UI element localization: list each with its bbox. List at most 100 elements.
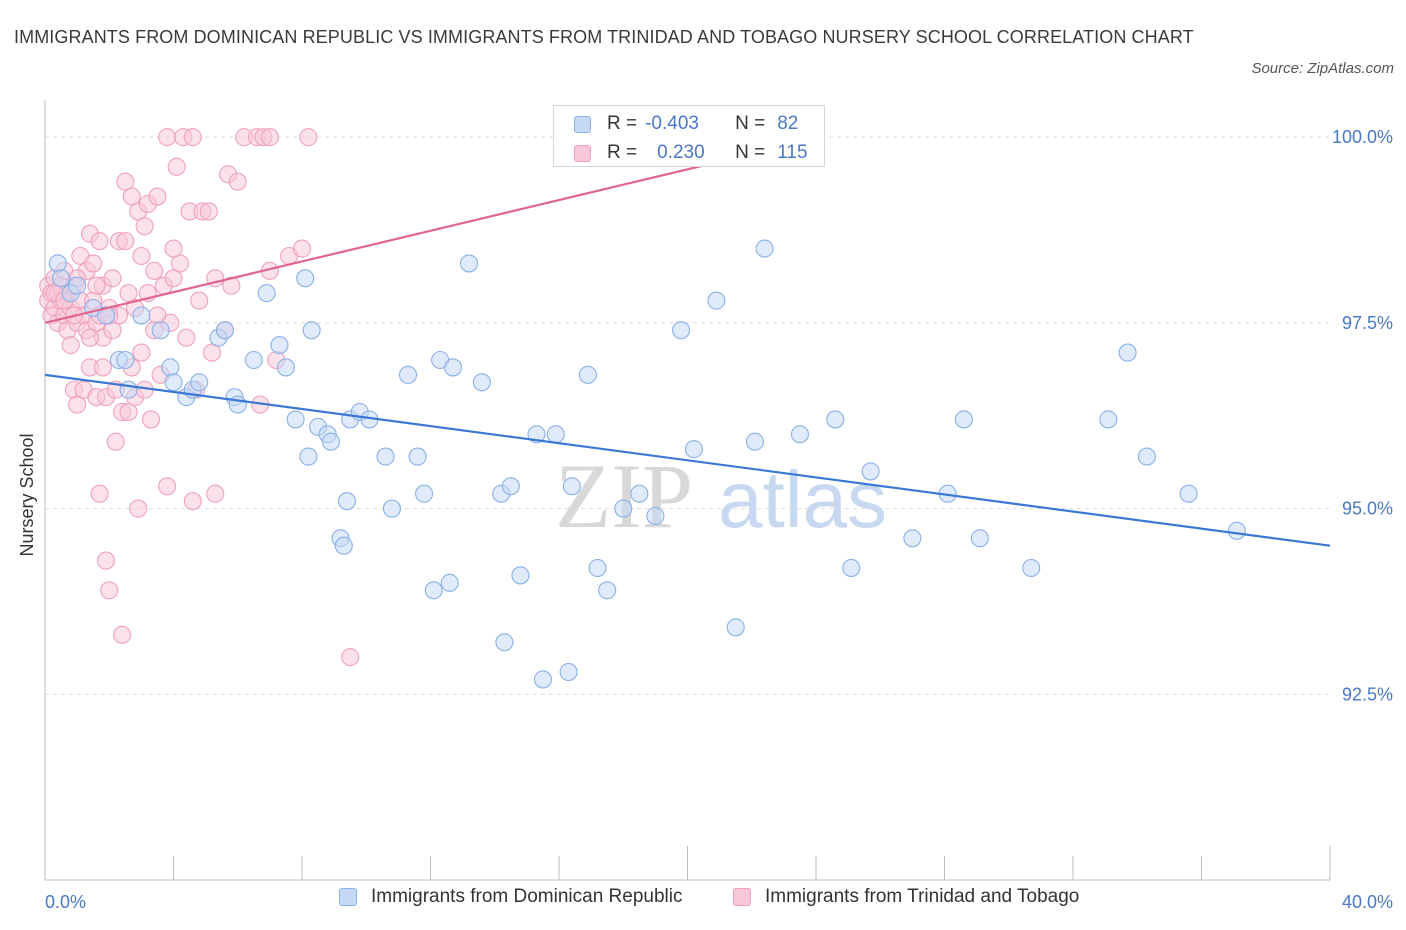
watermark-zip: ZIP: [555, 445, 693, 547]
dominican-point: [684, 440, 703, 459]
dominican-point: [48, 254, 67, 273]
trinidad-point: [103, 269, 122, 288]
dominican-point: [501, 477, 520, 496]
dominican-point: [408, 447, 427, 466]
x-tick-labels: 0.0% 40.0%: [45, 892, 1393, 912]
dominican-point: [286, 410, 305, 429]
stats-r-value: 0.230: [657, 142, 705, 163]
trinidad-point: [116, 232, 135, 251]
dominican-point: [321, 432, 340, 451]
dominican-point: [562, 477, 581, 496]
bottom-legend: Immigrants from Dominican Republic Immig…: [0, 886, 1406, 918]
trinidad-point: [183, 128, 202, 147]
legend-swatch-pink: [733, 888, 751, 906]
stats-n-value: 82: [777, 113, 799, 134]
legend-item-trinidad[interactable]: Immigrants from Trinidad and Tobago: [733, 886, 1079, 908]
trinidad-point: [129, 499, 148, 518]
dominican-point: [1227, 521, 1246, 540]
dominican-point: [270, 336, 289, 355]
dominican-point: [334, 536, 353, 555]
dominican-point: [1022, 558, 1041, 578]
dominican-point: [790, 425, 809, 444]
dominican-point: [861, 462, 880, 481]
trinidad-point: [167, 157, 186, 176]
dominican-point: [440, 573, 459, 592]
dominican-point: [382, 499, 402, 518]
trinidad-point: [148, 187, 167, 206]
trinidad-point: [228, 172, 247, 191]
trinidad-point: [100, 581, 119, 600]
dominican-point: [495, 633, 514, 652]
stats-n-value: 115: [777, 142, 808, 163]
legend-swatch-blue: [339, 888, 357, 906]
axes: [44, 100, 1331, 881]
trinidad-point: [93, 358, 112, 377]
y-axis-label: Nursery School: [17, 433, 37, 556]
dominican-point: [1118, 343, 1137, 362]
dominican-point: [1099, 410, 1118, 429]
chart-title: IMMIGRANTS FROM DOMINICAN REPUBLIC VS IM…: [14, 27, 1194, 47]
dominican-point: [578, 365, 597, 384]
trinidad-point: [190, 291, 209, 310]
trend-line-dominican: [44, 373, 1331, 547]
legend-item-dominican[interactable]: Immigrants from Dominican Republic: [339, 886, 683, 908]
stats-row-trinidad: R = 0.230 N = 115: [574, 138, 808, 168]
dominican-point: [598, 581, 617, 600]
legend-label-dominican: Immigrants from Dominican Republic: [371, 886, 683, 907]
dominican-point: [151, 321, 170, 340]
legend-label-trinidad: Immigrants from Trinidad and Tobago: [765, 886, 1080, 907]
dominican-point: [546, 425, 565, 444]
dominican-point: [119, 380, 138, 399]
dominican-point: [299, 447, 318, 466]
dominican-point: [190, 373, 209, 392]
dominican-point: [276, 358, 295, 377]
trinidad-point: [164, 239, 183, 258]
dominican-point: [614, 499, 633, 518]
dominican-point: [842, 558, 861, 578]
y-tick-label: 92.5%: [1342, 684, 1393, 704]
trinidad-point: [292, 239, 312, 258]
dominican-point: [726, 618, 745, 637]
dominican-point: [215, 321, 234, 340]
dominican-point: [116, 350, 135, 370]
dominican-point: [161, 358, 180, 377]
dominican-point: [1137, 447, 1156, 466]
stats-r-label: R =: [607, 142, 638, 163]
stats-n-label: N =: [735, 113, 766, 134]
trinidad-point: [199, 202, 218, 221]
dominican-point: [424, 581, 443, 600]
watermark-atlas: atlas: [718, 455, 887, 544]
trinidad-point: [113, 625, 132, 644]
series-trinidad-points: [39, 128, 800, 667]
dominican-point: [588, 558, 607, 578]
dominican-point: [511, 566, 530, 585]
trinidad-point: [87, 276, 106, 295]
y-tick-label: 97.5%: [1342, 313, 1393, 333]
x-tick-label: 0.0%: [45, 892, 86, 912]
dominican-point: [376, 447, 395, 466]
trinidad-point: [206, 484, 225, 503]
trinidad-point: [80, 328, 100, 347]
dominican-point: [630, 484, 649, 503]
dominican-point: [96, 306, 116, 325]
watermark: ZIP atlas: [555, 445, 887, 547]
dominican-point: [472, 373, 491, 392]
dominican-point: [533, 670, 552, 689]
stats-legend: R = -0.403 N = 82 R = 0.230 N = 115: [553, 105, 825, 167]
trinidad-point: [119, 284, 138, 303]
trinidad-point: [260, 128, 279, 147]
trinidad-point: [106, 432, 125, 451]
stats-row-dominican: R = -0.403 N = 82: [574, 109, 798, 139]
trinidad-point: [61, 336, 80, 355]
trend-line-trinidad: [44, 136, 823, 324]
trend-lines: [44, 136, 1331, 547]
dominican-point: [1179, 484, 1198, 503]
dominican-point: [302, 321, 321, 340]
trinidad-point: [222, 276, 241, 295]
dominican-point: [52, 269, 71, 288]
grid-lines: [45, 136, 1330, 695]
trinidad-point: [145, 261, 164, 280]
y-tick-label: 95.0%: [1342, 499, 1393, 519]
trinidad-point: [341, 648, 360, 667]
dominican-point: [646, 506, 665, 526]
